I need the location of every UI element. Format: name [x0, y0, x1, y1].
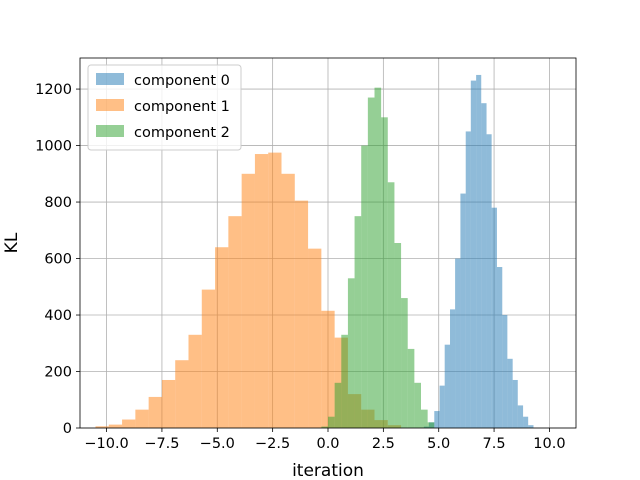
histogram-bar [241, 173, 255, 428]
y-tick-label: 0 [63, 421, 72, 437]
histogram-bar [148, 396, 162, 428]
histogram-bar [439, 385, 445, 428]
series-2 [321, 87, 435, 428]
histogram-bar [414, 382, 421, 428]
histogram-bar [434, 411, 440, 428]
histogram-bar [496, 267, 503, 428]
histogram-bar [354, 216, 362, 428]
histogram-bar [294, 200, 309, 428]
histogram-bar [528, 425, 534, 428]
x-tick-label: −5.0 [200, 436, 235, 452]
histogram-bar [486, 134, 492, 429]
x-axis-label: iteration [292, 461, 364, 480]
histogram-bar [455, 258, 461, 428]
histogram-bar [108, 424, 123, 428]
series-0 [423, 74, 534, 429]
histogram-bar [502, 315, 508, 428]
histogram-bar [215, 247, 229, 428]
histogram-bar [321, 310, 335, 428]
histogram-bar [268, 152, 282, 428]
legend-label: component 2 [134, 125, 230, 141]
histogram-bar [512, 379, 518, 428]
y-axis-label: KL [2, 232, 22, 253]
histogram-bar [401, 298, 408, 428]
histogram-bar [491, 207, 497, 428]
histogram-bar [281, 173, 295, 428]
x-tick-label: −10.0 [84, 436, 128, 452]
y-tick-label: 600 [44, 252, 72, 268]
histogram-bar [228, 216, 242, 428]
histogram-bar [476, 74, 482, 428]
histogram-bar [460, 193, 466, 428]
y-tick-label: 400 [44, 308, 72, 324]
histogram-bar [523, 416, 529, 428]
histogram-bar [381, 117, 388, 428]
histogram-bar [188, 334, 202, 428]
histogram-bar [427, 422, 435, 428]
legend-box [87, 64, 242, 151]
y-tick-label: 1200 [35, 82, 72, 98]
x-tick-label: 5.0 [427, 436, 450, 452]
histogram-bar [175, 360, 189, 428]
histogram-bar [517, 405, 524, 428]
bars [95, 74, 534, 429]
histogram-bar [201, 289, 216, 428]
x-tick-label: 7.5 [483, 436, 506, 452]
x-tick-label: 0.0 [316, 436, 339, 452]
histogram-bar [394, 243, 402, 428]
histogram-bar [135, 409, 149, 428]
y-tick-label: 800 [44, 195, 72, 211]
legend: component 0 component 1 component 2 [87, 64, 242, 151]
histogram-bar [481, 103, 487, 428]
histogram-bar [361, 145, 368, 428]
x-tick-label: −7.5 [144, 436, 179, 452]
y-tick-label: 200 [44, 365, 72, 381]
x-tick-label: −2.5 [255, 436, 290, 452]
x-tick-label: 10.0 [533, 436, 565, 452]
histogram-bar [341, 334, 348, 428]
legend-swatch [96, 125, 124, 137]
histogram-bar [334, 382, 342, 428]
histogram-bar [444, 344, 451, 428]
histogram-bar [374, 87, 382, 428]
legend-swatch [96, 73, 124, 85]
histogram-bar [161, 379, 176, 428]
histogram-bar [367, 97, 375, 428]
x-tick-label: 2.5 [372, 436, 395, 452]
histogram-bar [95, 426, 109, 428]
histogram-bar [347, 278, 355, 428]
histogram-bar [507, 358, 513, 428]
histogram-bar [450, 309, 456, 428]
legend-swatch [96, 99, 124, 111]
histogram-bar [122, 419, 136, 428]
histogram-bar [254, 154, 269, 429]
histogram-bar [387, 182, 395, 428]
y-tick-label: 1000 [35, 139, 72, 155]
histogram-bar [407, 348, 415, 428]
histogram-bar [470, 80, 477, 428]
legend-label: component 1 [134, 99, 230, 115]
histogram-bar [308, 248, 322, 428]
histogram-bar [465, 131, 471, 428]
histogram-bar [421, 409, 428, 428]
histogram-bar [328, 416, 335, 428]
ticks: −10.0 −7.5 −5.0 −2.5 0.0 2.5 5.0 7.5 10.0 0 200 400… [35, 82, 565, 452]
legend-label: component 0 [134, 73, 230, 89]
histogram-bar [321, 426, 328, 428]
